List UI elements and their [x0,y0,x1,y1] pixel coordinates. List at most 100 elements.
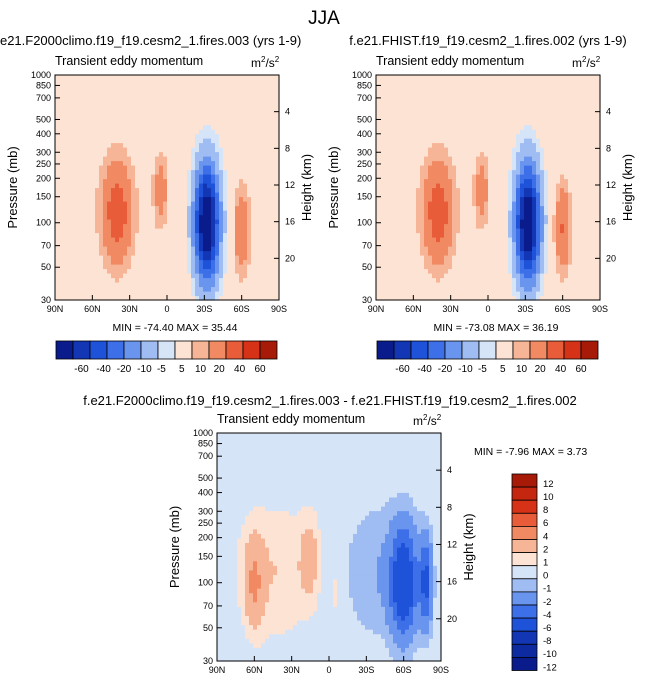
field-cell [396,97,401,103]
field-cell [215,241,220,247]
field-cell [404,228,409,234]
field-cell [147,151,152,157]
field-cell [251,277,256,283]
field-cell [195,282,200,288]
field-cell [460,133,465,139]
field-cell [464,102,469,108]
field-cell [263,273,268,279]
field-cell [420,88,425,94]
field-cell [211,205,216,211]
field-cell [528,246,533,252]
field-cell [223,241,228,247]
field-cell [139,160,144,166]
field-cell [123,97,128,103]
field-cell [95,106,100,112]
field-cell [460,219,465,225]
field-cell [163,246,168,252]
field-cell [55,277,60,283]
field-cell [416,264,421,270]
field-cell [460,84,465,90]
field-cell [207,187,212,193]
field-cell [384,210,389,216]
field-cell [71,75,76,81]
field-cell [119,84,124,90]
field-cell [404,156,409,162]
field-cell [380,282,385,288]
field-cell [71,142,76,148]
field-cell [83,97,88,103]
field-cell [227,286,232,292]
field-cell [151,192,156,198]
field-cell [400,246,405,252]
field-cell [428,205,433,211]
field-cell [488,273,493,279]
field-cell [91,219,96,225]
field-cell [251,291,256,297]
field-cell [436,187,441,193]
field-cell [207,147,212,153]
field-cell [259,277,264,283]
field-cell [440,115,445,121]
field-cell [540,273,545,279]
field-cell [416,115,421,121]
field-cell [408,75,413,81]
field-cell [171,210,176,216]
field-cell [480,151,485,157]
field-cell [464,169,469,175]
field-cell [476,286,481,292]
field-cell [243,219,248,225]
field-cell [59,228,64,234]
field-cell [147,295,152,301]
field-cell [227,129,232,135]
height-tick-label: 8 [285,143,290,153]
field-cell [424,120,429,126]
field-cell [175,286,180,292]
field-cell [143,273,148,279]
field-cell [536,102,541,108]
field-cell [67,219,72,225]
field-cell [468,201,473,207]
field-cell [123,295,128,301]
field-cell [107,223,112,229]
field-cell [191,156,196,162]
field-cell [488,156,493,162]
field-cell [536,255,541,261]
field-cell [219,115,224,121]
field-cell [532,291,537,297]
field-cell [175,97,180,103]
field-cell [251,124,256,130]
field-cell [436,210,441,216]
field-cell [211,282,216,288]
field-cell [83,106,88,112]
field-cell [123,250,128,256]
field-cell [251,228,256,234]
field-cell [215,228,220,234]
field-cell [492,156,497,162]
field-cell [532,205,537,211]
field-cell [255,124,260,130]
field-cell [155,237,160,243]
field-cell [540,232,545,238]
field-cell [131,93,136,99]
field-cell [243,187,248,193]
field-cell [71,160,76,166]
field-cell [380,291,385,297]
field-cell [183,255,188,261]
field-cell [388,169,393,175]
field-cell [263,156,268,162]
field-cell [87,156,92,162]
field-cell [456,79,461,85]
field-cell [464,174,469,180]
field-cell [428,219,433,225]
field-cell [111,156,116,162]
field-cell [380,75,385,81]
field-cell [139,192,144,198]
field-cell [67,282,72,288]
field-cell [203,102,208,108]
field-cell [492,84,497,90]
field-cell [452,259,457,265]
field-cell [464,219,469,225]
field-cell [440,88,445,94]
field-cell [504,88,509,94]
field-cell [227,295,232,301]
